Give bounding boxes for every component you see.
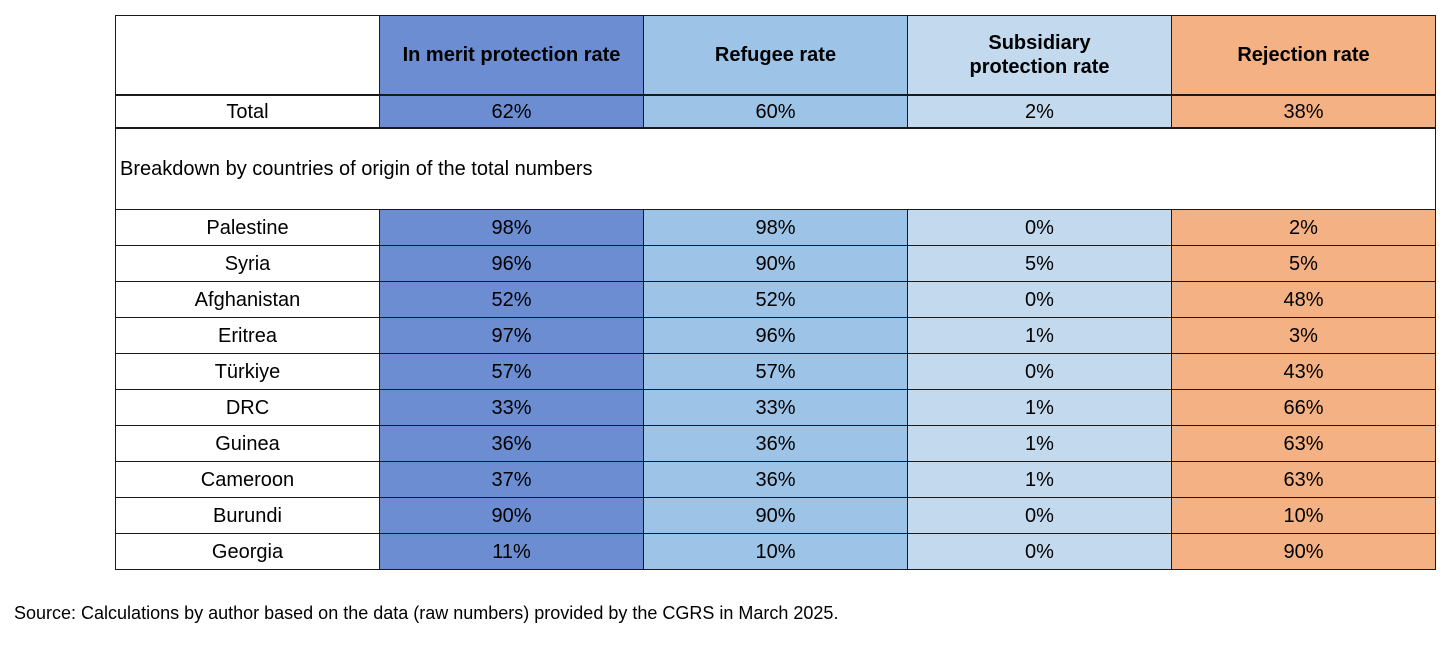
in-merit-cell: 57%	[379, 353, 644, 390]
in-merit-cell: 37%	[379, 461, 644, 498]
subsidiary-cell: 0%	[907, 281, 1172, 318]
column-header-subsidiary-protection-rate: Subsidiary protection rate	[907, 15, 1172, 96]
column-header-subsidiary-label: Subsidiary protection rate	[969, 32, 1110, 78]
column-header-in-merit-protection-rate: In merit protection rate	[379, 15, 644, 96]
table-row-cameroon: Cameroon 37% 36% 1% 63%	[115, 461, 1436, 498]
refugee-cell: 10%	[643, 533, 908, 570]
table-row-guinea: Guinea 36% 36% 1% 63%	[115, 425, 1436, 462]
total-in-merit-cell: 62%	[379, 94, 644, 129]
rejection-cell: 48%	[1171, 281, 1436, 318]
subsidiary-cell: 1%	[907, 389, 1172, 426]
protection-rates-table: In merit protection rate Refugee rate Su…	[115, 15, 1436, 570]
refugee-cell: 57%	[643, 353, 908, 390]
total-rejection-cell: 38%	[1171, 94, 1436, 129]
rejection-cell: 43%	[1171, 353, 1436, 390]
total-subsidiary-cell: 2%	[907, 94, 1172, 129]
subsidiary-cell: 5%	[907, 245, 1172, 282]
rejection-cell: 90%	[1171, 533, 1436, 570]
column-header-rejection-rate: Rejection rate	[1171, 15, 1436, 96]
country-label: Syria	[115, 245, 380, 282]
country-label: Cameroon	[115, 461, 380, 498]
total-refugee-cell: 60%	[643, 94, 908, 129]
subsidiary-cell: 0%	[907, 353, 1172, 390]
subsidiary-cell: 1%	[907, 425, 1172, 462]
column-header-refugee-rate: Refugee rate	[643, 15, 908, 96]
country-label: Türkiye	[115, 353, 380, 390]
in-merit-cell: 97%	[379, 317, 644, 354]
refugee-cell: 33%	[643, 389, 908, 426]
refugee-cell: 36%	[643, 461, 908, 498]
header-row: In merit protection rate Refugee rate Su…	[115, 15, 1436, 96]
subsidiary-cell: 0%	[907, 209, 1172, 246]
rejection-cell: 10%	[1171, 497, 1436, 534]
country-label: Palestine	[115, 209, 380, 246]
rejection-cell: 5%	[1171, 245, 1436, 282]
country-label: Georgia	[115, 533, 380, 570]
rejection-cell: 63%	[1171, 425, 1436, 462]
in-merit-cell: 90%	[379, 497, 644, 534]
table-row-eritrea: Eritrea 97% 96% 1% 3%	[115, 317, 1436, 354]
table-row-burundi: Burundi 90% 90% 0% 10%	[115, 497, 1436, 534]
in-merit-cell: 36%	[379, 425, 644, 462]
rejection-cell: 66%	[1171, 389, 1436, 426]
refugee-cell: 96%	[643, 317, 908, 354]
country-label: Eritrea	[115, 317, 380, 354]
table-row-drc: DRC 33% 33% 1% 66%	[115, 389, 1436, 426]
in-merit-cell: 52%	[379, 281, 644, 318]
refugee-cell: 36%	[643, 425, 908, 462]
refugee-cell: 90%	[643, 245, 908, 282]
in-merit-cell: 33%	[379, 389, 644, 426]
country-label: Guinea	[115, 425, 380, 462]
table-row-syria: Syria 96% 90% 5% 5%	[115, 245, 1436, 282]
subsidiary-cell: 0%	[907, 533, 1172, 570]
rejection-cell: 63%	[1171, 461, 1436, 498]
refugee-cell: 90%	[643, 497, 908, 534]
total-row: Total 62% 60% 2% 38%	[115, 94, 1436, 129]
table-row-turkiye: Türkiye 57% 57% 0% 43%	[115, 353, 1436, 390]
subsidiary-cell: 0%	[907, 497, 1172, 534]
refugee-cell: 52%	[643, 281, 908, 318]
rejection-cell: 2%	[1171, 209, 1436, 246]
in-merit-cell: 11%	[379, 533, 644, 570]
rejection-cell: 3%	[1171, 317, 1436, 354]
total-row-label: Total	[115, 94, 380, 129]
breakdown-row: Breakdown by countries of origin of the …	[115, 127, 1436, 210]
in-merit-cell: 96%	[379, 245, 644, 282]
country-label: Afghanistan	[115, 281, 380, 318]
table-row-palestine: Palestine 98% 98% 0% 2%	[115, 209, 1436, 246]
refugee-cell: 98%	[643, 209, 908, 246]
column-header-empty	[115, 15, 380, 96]
country-label: Burundi	[115, 497, 380, 534]
subsidiary-cell: 1%	[907, 461, 1172, 498]
subsidiary-cell: 1%	[907, 317, 1172, 354]
table-row-georgia: Georgia 11% 10% 0% 90%	[115, 533, 1436, 570]
country-label: DRC	[115, 389, 380, 426]
table-row-afghanistan: Afghanistan 52% 52% 0% 48%	[115, 281, 1436, 318]
in-merit-cell: 98%	[379, 209, 644, 246]
source-note: Source: Calculations by author based on …	[14, 603, 839, 623]
breakdown-label: Breakdown by countries of origin of the …	[115, 127, 1436, 210]
